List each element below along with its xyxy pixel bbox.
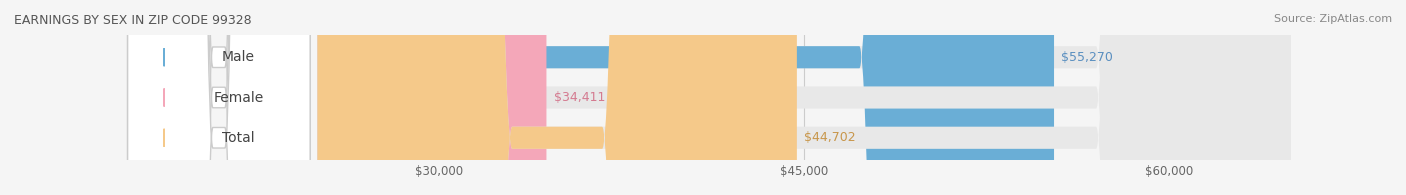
FancyBboxPatch shape [318,0,797,195]
Text: $55,270: $55,270 [1062,51,1114,64]
FancyBboxPatch shape [318,0,1291,195]
Text: $34,411: $34,411 [554,91,605,104]
Text: Source: ZipAtlas.com: Source: ZipAtlas.com [1274,14,1392,24]
FancyBboxPatch shape [128,0,311,195]
FancyBboxPatch shape [128,0,311,195]
FancyBboxPatch shape [318,0,1291,195]
FancyBboxPatch shape [318,0,1054,195]
Text: Total: Total [222,131,254,145]
Text: EARNINGS BY SEX IN ZIP CODE 99328: EARNINGS BY SEX IN ZIP CODE 99328 [14,14,252,27]
Text: $44,702: $44,702 [804,131,856,144]
Text: Male: Male [222,50,254,64]
FancyBboxPatch shape [128,0,311,195]
FancyBboxPatch shape [318,0,547,195]
FancyBboxPatch shape [318,0,1291,195]
Text: Female: Female [214,90,263,105]
